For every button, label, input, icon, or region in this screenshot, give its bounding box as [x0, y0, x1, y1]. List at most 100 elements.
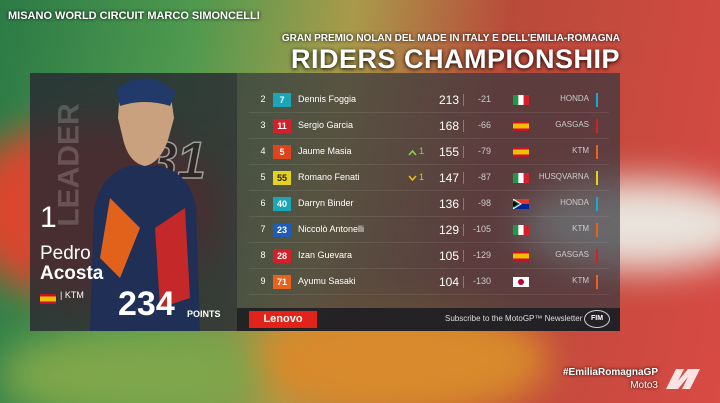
- leader-last-name: Acosta: [40, 263, 104, 284]
- points-divider: [463, 94, 464, 106]
- position: 7: [260, 224, 266, 234]
- team: GASGAS: [555, 120, 589, 129]
- row-divider: [249, 216, 609, 217]
- last-name: Garcia: [326, 120, 354, 130]
- rider-number: 28: [273, 249, 291, 263]
- first-name: Jaume: [298, 146, 326, 156]
- gap: -66: [477, 120, 491, 130]
- team-color-bar: [596, 249, 598, 263]
- rider-name: Ayumu Sasaki: [298, 276, 355, 286]
- flag: [512, 198, 529, 211]
- event-name: GRAN PREMIO NOLAN DEL MADE IN ITALY E DE…: [281, 33, 620, 44]
- last-name: Binder: [327, 198, 354, 208]
- row-divider: [249, 294, 609, 295]
- motogp-logo: [666, 369, 700, 389]
- first-name: Darryn: [298, 198, 326, 208]
- rider-name: Niccolò Antonelli: [298, 224, 364, 234]
- team-color-bar: [596, 145, 598, 159]
- trend-arrow: [408, 174, 417, 184]
- position: 5: [260, 172, 266, 182]
- position: 4: [260, 146, 266, 156]
- rider-name: Romano Fenati: [298, 172, 360, 182]
- team-color-bar: [596, 171, 598, 185]
- rider-number: 7: [273, 93, 291, 107]
- rider-number: 23: [273, 223, 291, 237]
- row-divider: [249, 164, 609, 165]
- position: 6: [260, 198, 266, 208]
- trend-arrow: [408, 148, 417, 158]
- last-name: Sasaki: [328, 276, 356, 286]
- team-color-bar: [596, 275, 598, 289]
- flag: [513, 121, 529, 133]
- title: RIDERS CHAMPIONSHIP: [290, 44, 620, 74]
- points: 136: [438, 197, 459, 211]
- points: 147: [438, 171, 459, 185]
- row-divider: [249, 190, 609, 191]
- last-name: Fenati: [334, 172, 360, 182]
- rider-name: Sergio Garcia: [298, 120, 353, 130]
- flag-icon: [512, 198, 529, 210]
- position: 8: [260, 250, 266, 260]
- rider-number: 40: [273, 197, 291, 211]
- first-name: Izan: [298, 250, 316, 260]
- row-divider: [249, 112, 609, 113]
- flag-icon: [40, 294, 56, 304]
- class-name: Moto3: [630, 380, 658, 391]
- flag-icon: [513, 277, 529, 287]
- team: KTM: [572, 146, 589, 155]
- flag-icon: [513, 121, 529, 131]
- team: KTM: [572, 224, 589, 233]
- last-name: Guevara: [317, 250, 353, 260]
- points-divider: [463, 198, 464, 210]
- last-name: Masia: [327, 146, 352, 156]
- team-color-bar: [596, 197, 598, 211]
- team: HONDA: [560, 94, 589, 103]
- rider-number: 55: [273, 171, 291, 185]
- position: 2: [260, 94, 266, 104]
- points: 213: [438, 93, 459, 107]
- last-name: Foggia: [328, 94, 357, 104]
- rider-photo: [90, 78, 200, 331]
- sponsor: Lenovo: [249, 311, 317, 328]
- gap: -105: [472, 224, 491, 234]
- standings-table: Lenovo Subscribe to the MotoGP™ Newslett…: [237, 73, 620, 331]
- flag: [513, 251, 529, 263]
- points-label: POINTS: [187, 309, 221, 319]
- leader-team: | KTM: [60, 290, 84, 300]
- points: 155: [438, 145, 459, 159]
- rider-name: Darryn Binder: [298, 198, 354, 208]
- flag-icon: [513, 173, 529, 183]
- points: 129: [438, 223, 459, 237]
- venue: MISANO WORLD CIRCUIT MARCO SIMONCELLI: [8, 10, 260, 22]
- flag: [513, 95, 529, 107]
- flag-icon: [513, 251, 529, 261]
- team: HONDA: [560, 198, 589, 207]
- last-name: Antonelli: [329, 224, 365, 234]
- points-divider: [463, 120, 464, 132]
- gap: -79: [477, 146, 491, 156]
- chevron: [408, 175, 417, 182]
- fim-badge: FIM: [584, 310, 610, 328]
- footer-bar: [237, 308, 620, 331]
- gap: -129: [472, 250, 491, 260]
- first-name: Dennis: [298, 94, 327, 104]
- rider-number: 71: [273, 275, 291, 289]
- team-color-bar: [596, 223, 598, 237]
- flag: [513, 147, 529, 159]
- flag-icon: [513, 95, 529, 105]
- flag-icon: [513, 225, 529, 235]
- team: GASGAS: [555, 250, 589, 259]
- first-name: Niccolò: [298, 224, 328, 234]
- row-divider: [249, 242, 609, 243]
- first-name: Sergio: [298, 120, 325, 130]
- first-name: Ayumu: [298, 276, 326, 286]
- leader-panel: LEADER 31 1 Pedro Acosta | KTM 234 POINT…: [30, 73, 237, 331]
- rider-name: Dennis Foggia: [298, 94, 356, 104]
- leader-points: 234: [118, 285, 175, 323]
- gap: -87: [477, 172, 491, 182]
- chevron: [408, 149, 417, 156]
- flag: [513, 173, 529, 185]
- rider-number: 11: [273, 119, 291, 133]
- points: 104: [438, 275, 459, 289]
- points: 168: [438, 119, 459, 133]
